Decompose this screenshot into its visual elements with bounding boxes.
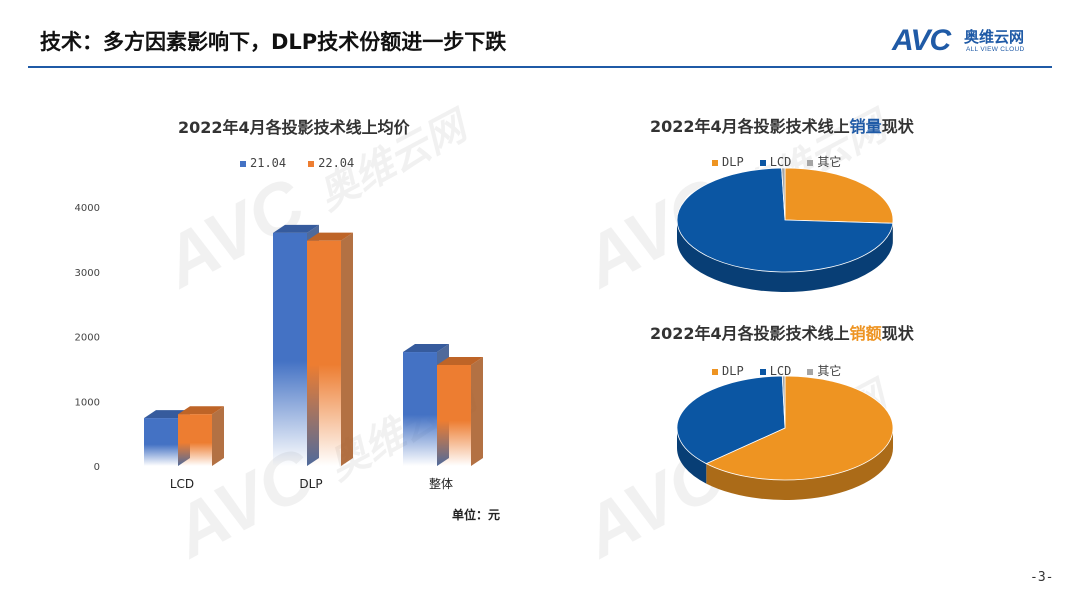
pie-slice-DLP	[705, 375, 894, 481]
bar-chart: 0 1000 2000 3000 4000 LCD DLP 整体	[75, 203, 483, 491]
legend-label: LCD	[769, 155, 792, 169]
bar-21.04	[403, 352, 437, 466]
bar-top	[307, 232, 353, 241]
legend-item-lcd: LCD	[759, 155, 792, 169]
logo-chinese: 奥维云网	[964, 28, 1025, 46]
pie-sales-value-title: 2022年4月各投影技术线上销额现状	[650, 320, 914, 344]
pie-title-prefix: 2022年4月各投影技术线上	[650, 324, 850, 343]
legend-item-22-04: 22.04	[308, 156, 354, 170]
legend-swatch-gray	[807, 159, 814, 166]
legend-swatch-gray	[807, 368, 814, 375]
legend-item-other: 其它	[807, 362, 841, 379]
legend-swatch-orange	[712, 159, 718, 166]
legend-swatch-orange	[712, 368, 718, 375]
bar-21.04	[144, 418, 178, 466]
y-tick-label: 3000	[75, 268, 100, 279]
bar-side	[341, 232, 353, 466]
x-tick-label: LCD	[170, 477, 194, 491]
pie-title-suffix: 现状	[881, 117, 914, 136]
y-tick-label: 0	[94, 462, 100, 473]
pie-side-DLP	[706, 428, 893, 500]
pie-sales-volume-title: 2022年4月各投影技术线上销量现状	[650, 113, 914, 137]
bar-top	[178, 406, 224, 415]
legend-label: 其它	[817, 364, 842, 378]
unit-label: 单位：元	[452, 508, 501, 522]
pie-sales-volume-legend: DLP LCD 其它	[712, 153, 863, 170]
y-tick-label: 1000	[75, 397, 100, 408]
page-title: 技术：多方因素影响下，DLP技术份额进一步下跌	[40, 30, 507, 54]
legend-label: 22.04	[318, 156, 355, 170]
pie-title-highlight: 销额	[849, 324, 882, 343]
bar-21.04	[273, 232, 307, 466]
pie-title-prefix: 2022年4月各投影技术线上	[650, 117, 850, 136]
legend-item-other: 其它	[807, 153, 841, 170]
bar-side	[471, 356, 483, 466]
legend-item-dlp: DLP	[712, 155, 744, 169]
header-divider	[28, 66, 1052, 68]
pie-sales-value-legend: DLP LCD 其它	[712, 362, 863, 379]
bar-22.04	[437, 364, 471, 466]
bar-22.04	[307, 240, 341, 466]
legend-item-dlp: DLP	[712, 364, 744, 378]
pie-slice-LCD	[676, 375, 786, 465]
bar-side	[212, 406, 224, 466]
legend-swatch-blue	[759, 368, 766, 375]
legend-label: LCD	[769, 364, 792, 378]
legend-item-21-04: 21.04	[240, 156, 286, 170]
logo-english: ALL VIEW CLOUD	[966, 46, 1025, 53]
pie-chart-sales-volume	[676, 167, 894, 292]
legend-swatch-blue	[759, 159, 766, 166]
pie-side-LCD	[677, 428, 707, 484]
legend-label: DLP	[722, 364, 744, 378]
bar-top	[273, 224, 319, 233]
y-tick-label: 2000	[75, 333, 100, 344]
bar-top	[437, 356, 483, 365]
legend-label: 21.04	[250, 156, 287, 170]
pie-title-suffix: 现状	[881, 324, 914, 343]
legend-swatch-orange	[308, 160, 315, 167]
bar-top	[403, 344, 449, 353]
legend-label: DLP	[722, 155, 744, 169]
bar-chart-title: 2022年4月各投影技术线上均价	[178, 118, 410, 137]
pie-slice-其它	[781, 375, 786, 429]
y-tick-label: 4000	[75, 203, 100, 214]
legend-label: 其它	[817, 155, 842, 169]
page-number: -3-	[1030, 570, 1054, 585]
legend-item-lcd: LCD	[759, 364, 792, 378]
brand-logo: AVC 奥维云网 ALL VIEW CLOUD	[892, 24, 1054, 58]
pie-side-LCD	[677, 220, 893, 292]
bar-22.04	[178, 414, 212, 466]
x-tick-label: DLP	[299, 477, 322, 491]
pie-slice-其它	[781, 167, 786, 221]
x-tick-label: 整体	[429, 476, 453, 491]
bar-chart-legend: 21.04 22.04	[240, 156, 376, 170]
legend-swatch-blue	[240, 160, 246, 167]
pie-slice-DLP	[784, 167, 894, 224]
pie-chart-sales-value	[676, 375, 894, 500]
pie-title-highlight: 销量	[849, 117, 882, 136]
logo-wordmark: AVC	[892, 24, 951, 57]
